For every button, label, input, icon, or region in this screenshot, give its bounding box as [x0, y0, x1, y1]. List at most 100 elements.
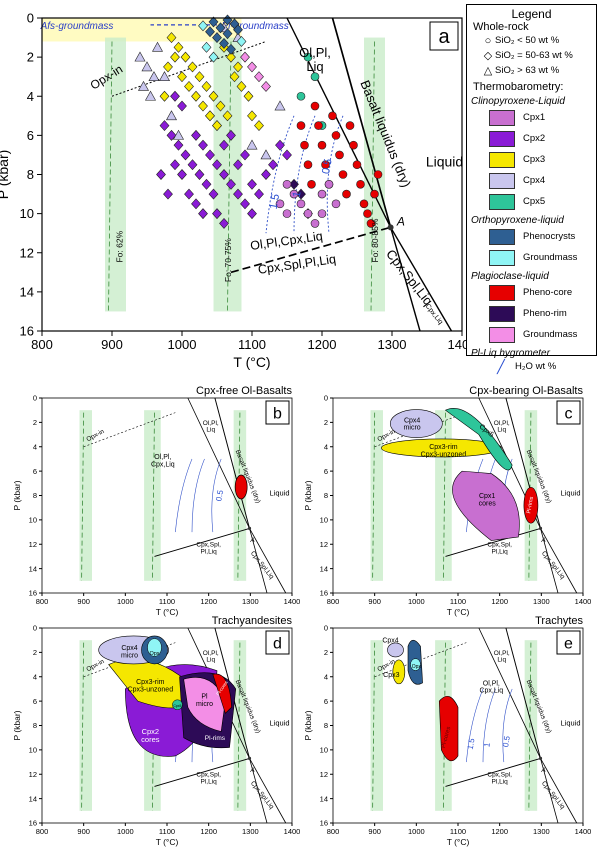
- point-a-marker: [247, 526, 252, 531]
- x-tick-label: 1100: [159, 827, 175, 836]
- data-point-pheno-core: [345, 121, 355, 130]
- data-point-groundmass-pl: [247, 61, 257, 73]
- legend-opxliq: Orthopyroxene-liquid: [471, 215, 564, 226]
- data-point-cpx2: [282, 149, 292, 161]
- cpx-spl-liq-line: [540, 758, 578, 824]
- cpx-spl-pl-label: Cpx,Spl,Pl,Liq: [487, 542, 512, 556]
- fo8085-label: Fo: 80-85%: [370, 218, 380, 262]
- cpx4-label: Cpx4: [382, 638, 398, 645]
- data-point-phenocrysts: [208, 16, 219, 28]
- data-point-cpx2: [208, 188, 219, 200]
- legend-opx-label: Groundmass: [523, 252, 578, 263]
- panel-letter: a: [438, 26, 450, 48]
- ol-pl-liq-line: [187, 397, 250, 529]
- x-tick-label: 900: [77, 827, 90, 836]
- x-tick-label: 1300: [533, 827, 550, 836]
- data-point-cpx4: [144, 90, 157, 101]
- data-point-cpx2: [198, 139, 208, 151]
- y-tick-label: 6: [324, 467, 328, 476]
- liquid-label: Liquid: [269, 719, 289, 728]
- x-tick-label: 1200: [200, 597, 217, 606]
- ol-pl-liq-label: Ol,Pl, Liq: [494, 420, 510, 434]
- olivine-band: [79, 640, 92, 811]
- basalt-liquidus-line: [331, 17, 392, 228]
- ol-pl-cpx-label: Ol,Pl,Cpx,Liq: [479, 680, 503, 694]
- hygrometer-line: [265, 115, 295, 234]
- x-tick-label: 1300: [242, 827, 259, 836]
- data-point-cpx3: [194, 71, 205, 83]
- data-point-groundmass: [198, 20, 208, 32]
- pl-rims-label: Pl-rims: [205, 735, 226, 742]
- olivine-band: [144, 410, 161, 581]
- hygrometer-line: [191, 458, 205, 533]
- panel-title: Trachytes: [535, 615, 583, 627]
- x-tick-label: 800: [31, 337, 53, 352]
- olivine-dashed-line: [237, 642, 241, 811]
- hyg-05-label: 0.5: [320, 158, 334, 175]
- data-point-cpx1: [282, 179, 292, 189]
- data-point-pheno-core: [331, 131, 341, 140]
- legend-wr-1: SiO₂ < 50 wt %: [495, 35, 560, 46]
- spinel-boundary-line: [445, 527, 541, 557]
- pl-rims-field: [523, 486, 539, 524]
- legend-cpx-row: Cpx3: [467, 149, 596, 170]
- x-tick-label: 1400: [575, 597, 592, 606]
- olivine-dashed-line: [81, 642, 85, 811]
- data-point-pheno-core: [307, 179, 316, 189]
- y-tick-label: 8: [324, 491, 328, 500]
- hyg-05-label: 0.5: [214, 489, 225, 502]
- x-tick-label: 900: [101, 337, 123, 352]
- data-point-cpx2: [240, 198, 250, 210]
- hygrometer-line: [482, 688, 496, 763]
- data-point-groundmass: [201, 41, 212, 53]
- cpx-liq-line: [540, 758, 559, 824]
- y-tick-label: 4: [33, 442, 37, 451]
- y-axis-label: P (kbar): [12, 480, 22, 510]
- olivine-dashed-line: [372, 412, 376, 581]
- olivine-band: [524, 640, 538, 811]
- point-a-marker: [247, 756, 252, 761]
- data-point-cpx3: [187, 61, 198, 73]
- cpx-spl-pl-label: Cpx,Spl,Pl,Liq: [487, 772, 512, 786]
- y-tick-label: 14: [20, 284, 34, 299]
- data-point-cpx3: [198, 100, 208, 112]
- y-tick-label: 2: [33, 648, 37, 657]
- liquid-label: Liquid: [269, 489, 289, 498]
- legend-cpx-swatch: [489, 151, 515, 168]
- pl-cores-field: [438, 695, 459, 762]
- y-tick-label: 10: [29, 516, 37, 525]
- data-point-cpx2: [275, 139, 285, 151]
- data-point-cpx4: [165, 110, 178, 121]
- data-point-cpx4: [151, 41, 164, 52]
- y-tick-label: 0: [27, 11, 34, 26]
- y-tick-label: 0: [33, 624, 37, 633]
- legend-cpx-label: Cpx2: [523, 133, 546, 144]
- x-tick-label: 1100: [450, 827, 466, 836]
- hygrometer-line: [211, 458, 222, 533]
- panel-letter-box: [556, 630, 581, 655]
- spinel-boundary-line: [154, 757, 250, 787]
- y-tick-label: 16: [20, 324, 34, 339]
- data-point-cpx3: [222, 110, 233, 122]
- data-point-pheno-core: [366, 219, 376, 228]
- y-tick-label: 0: [324, 394, 328, 403]
- legend-wr-2: SiO₂ = 50-63 wt %: [495, 50, 573, 61]
- x-tick-label: 1200: [308, 337, 337, 352]
- x-tick-label: 1100: [238, 337, 266, 352]
- cpx4-label: Cpx4 micro: [121, 645, 138, 659]
- legend-pl-label: Pheno-core: [523, 287, 573, 298]
- x-tick-label: 800: [327, 597, 340, 606]
- data-point-cpx2: [201, 178, 212, 190]
- data-point-pheno-rim: [289, 178, 299, 190]
- ol-pl-liq-label: Ol,Pl, Liq: [203, 420, 219, 434]
- data-point-pheno-core: [373, 170, 383, 179]
- data-point-pheno-core: [363, 209, 372, 218]
- y-tick-label: 16: [29, 589, 37, 598]
- cpx-liq-line: [389, 227, 421, 332]
- olivine-dashed-line: [528, 642, 532, 811]
- data-point-cpx3: [208, 90, 219, 102]
- panel-letter-box: [265, 630, 290, 655]
- y-tick-label: 6: [33, 697, 37, 706]
- data-point-groundmass-pl: [254, 71, 264, 83]
